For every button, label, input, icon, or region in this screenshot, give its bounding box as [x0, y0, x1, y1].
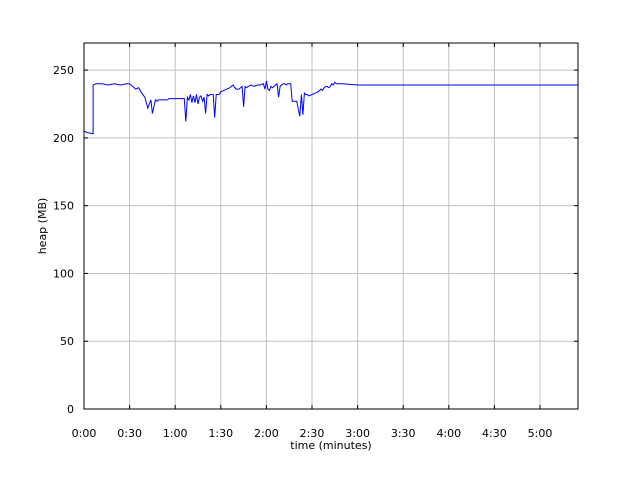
- x-tick-label: 4:00: [436, 427, 461, 440]
- x-tick-label: 0:30: [117, 427, 142, 440]
- x-axis-title: time (minutes): [290, 439, 371, 452]
- x-tick-label: 1:30: [208, 427, 233, 440]
- axis-ticks: [83, 43, 578, 410]
- x-tick-label: 1:00: [163, 427, 188, 440]
- y-tick-label: 100: [53, 267, 74, 280]
- series-layer: [83, 80, 578, 135]
- x-tick-label: 3:00: [345, 427, 370, 440]
- y-tick-label: 50: [60, 335, 74, 348]
- x-tick-label: 2:30: [300, 427, 325, 440]
- x-tick-label: 3:30: [391, 427, 416, 440]
- y-tick-label: 0: [67, 403, 74, 416]
- y-tick-label: 200: [53, 132, 74, 145]
- plot-frame: [83, 42, 579, 410]
- x-tick-label: 0:00: [72, 427, 97, 440]
- heap-series-line: [83, 80, 578, 135]
- y-axis-title: heap (MB): [36, 198, 49, 255]
- x-tick-label: 5:00: [528, 427, 553, 440]
- x-tick-label: 2:00: [254, 427, 279, 440]
- grid-lines: [84, 43, 578, 409]
- x-tick-label: 4:30: [482, 427, 507, 440]
- y-tick-label: 150: [53, 200, 74, 213]
- tick-labels: 0:00 0:30 1:00 1:30 2:00 2:30 3:00 3:30 4:00 4:30…: [53, 64, 552, 440]
- y-tick-label: 250: [53, 64, 74, 77]
